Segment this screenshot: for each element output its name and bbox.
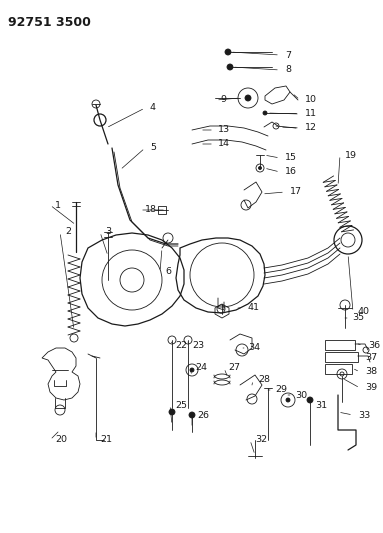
- Text: 33: 33: [358, 410, 370, 419]
- Text: 92751 3500: 92751 3500: [8, 16, 91, 29]
- Text: 5: 5: [150, 143, 156, 152]
- Text: 9: 9: [220, 95, 226, 104]
- Text: 27: 27: [228, 364, 240, 373]
- Circle shape: [307, 397, 313, 403]
- Text: 18: 18: [145, 206, 157, 214]
- Circle shape: [286, 398, 290, 402]
- Text: 34: 34: [248, 343, 260, 352]
- Text: 13: 13: [218, 125, 230, 134]
- Text: 19: 19: [345, 150, 357, 159]
- Text: 14: 14: [218, 140, 230, 149]
- Text: 4: 4: [150, 103, 156, 112]
- Text: 31: 31: [315, 400, 327, 409]
- Text: 1: 1: [55, 200, 61, 209]
- Text: 12: 12: [305, 124, 317, 133]
- Circle shape: [227, 64, 233, 70]
- Text: 24: 24: [195, 364, 207, 373]
- Circle shape: [189, 412, 195, 418]
- Text: 8: 8: [285, 66, 291, 75]
- Circle shape: [263, 111, 267, 115]
- Text: 3: 3: [105, 228, 111, 237]
- Text: 15: 15: [285, 154, 297, 163]
- Text: 17: 17: [290, 188, 302, 197]
- Text: 22: 22: [175, 341, 187, 350]
- Text: 38: 38: [365, 367, 377, 376]
- Text: 40: 40: [358, 308, 370, 317]
- Text: 11: 11: [305, 109, 317, 118]
- Text: 23: 23: [192, 341, 204, 350]
- Text: 20: 20: [55, 435, 67, 445]
- Circle shape: [259, 166, 262, 169]
- Text: 39: 39: [365, 384, 377, 392]
- Text: 21: 21: [100, 435, 112, 445]
- Text: 10: 10: [305, 95, 317, 104]
- Circle shape: [245, 95, 251, 101]
- Text: 36: 36: [368, 341, 380, 350]
- Text: 25: 25: [175, 400, 187, 409]
- Text: 37: 37: [365, 353, 377, 362]
- Circle shape: [169, 409, 175, 415]
- Text: 30: 30: [295, 391, 307, 400]
- Text: 35: 35: [352, 313, 364, 322]
- Text: 26: 26: [197, 410, 209, 419]
- Text: 7: 7: [285, 51, 291, 60]
- Text: 29: 29: [275, 385, 287, 394]
- Text: 28: 28: [258, 376, 270, 384]
- Text: 41: 41: [248, 303, 260, 312]
- Circle shape: [225, 49, 231, 55]
- Text: 6: 6: [165, 268, 171, 277]
- Text: 2: 2: [65, 228, 71, 237]
- Text: 32: 32: [255, 435, 267, 445]
- Circle shape: [190, 368, 194, 372]
- Text: 16: 16: [285, 167, 297, 176]
